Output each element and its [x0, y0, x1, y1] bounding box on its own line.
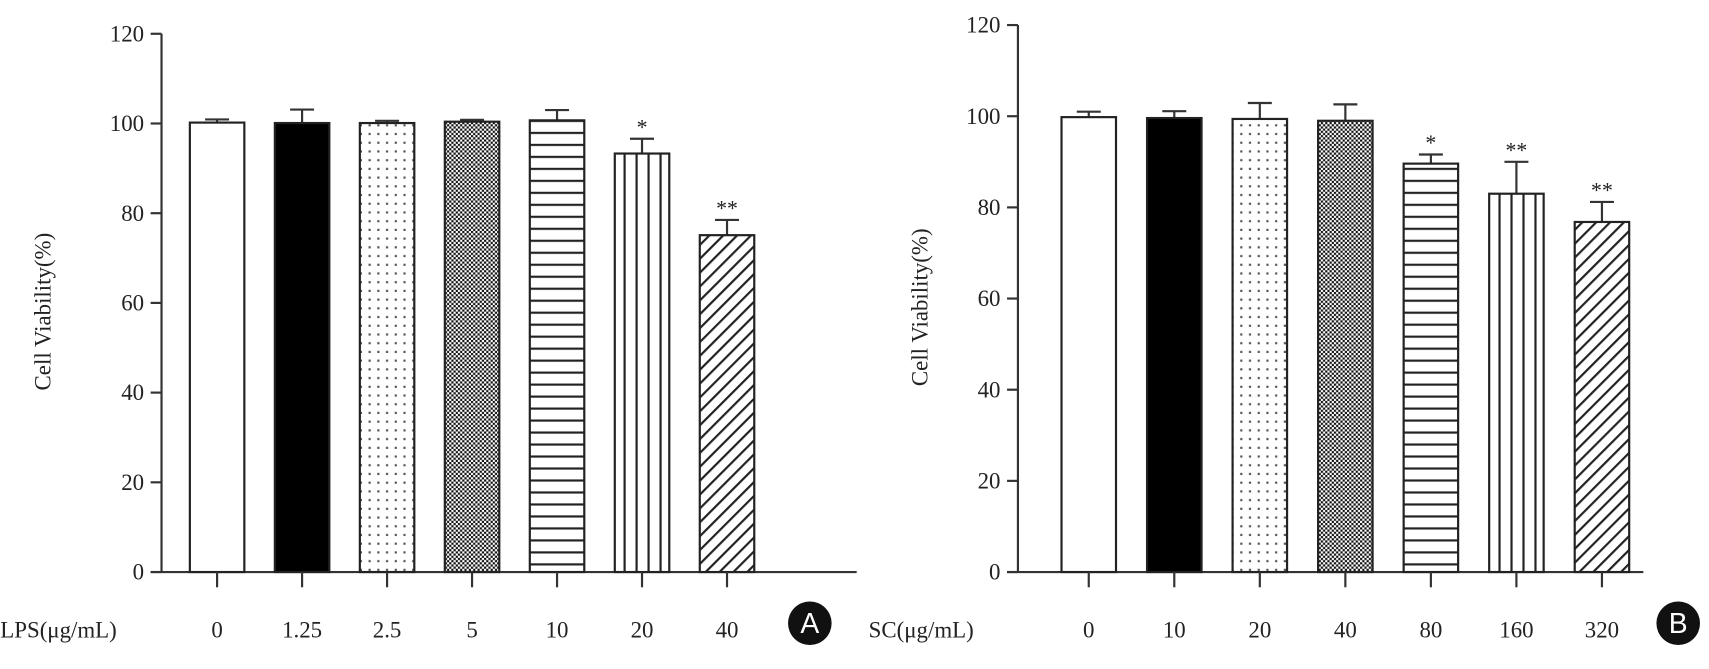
bar	[443, 120, 501, 574]
bar	[613, 152, 671, 574]
bar	[1060, 116, 1118, 574]
y-tick-label: 40	[121, 380, 144, 405]
x-tick-label: 10	[546, 617, 569, 642]
bar	[528, 119, 586, 574]
x-tick-label: 20	[1248, 617, 1271, 642]
bar	[358, 121, 416, 574]
y-tick-label: 120	[966, 13, 1000, 38]
panel-badge-label: A	[800, 608, 819, 640]
bar	[1231, 117, 1289, 574]
bar	[1402, 162, 1460, 574]
x-tick-label: 5	[466, 617, 477, 642]
y-tick-label: 60	[978, 286, 1001, 311]
bar	[273, 121, 331, 574]
x-tick-label: 0	[1083, 617, 1094, 642]
significance-marker: **	[716, 197, 738, 221]
x-tick-label: 20	[631, 617, 654, 642]
panel-badge	[788, 601, 832, 646]
y-tick-label: 60	[121, 291, 144, 316]
y-axis-label: Cell Viability(%)	[908, 228, 933, 386]
x-tick-label: 320	[1585, 617, 1619, 642]
y-tick-label: 40	[978, 377, 1001, 402]
bar	[1317, 119, 1374, 574]
significance-marker: *	[1425, 131, 1436, 155]
y-tick-label: 20	[121, 470, 144, 495]
x-tick-label: 80	[1419, 617, 1442, 642]
x-tick-label: 10	[1163, 617, 1186, 642]
x-tick-label: 40	[1334, 617, 1357, 642]
bar	[188, 121, 246, 574]
significance-marker: **	[1506, 138, 1528, 162]
bar	[1573, 220, 1631, 574]
y-tick-label: 100	[110, 111, 144, 136]
y-axis-label: Cell Viability(%)	[30, 233, 55, 391]
y-tick-label: 80	[121, 201, 144, 226]
significance-marker: *	[637, 115, 648, 139]
y-tick-label: 120	[110, 21, 144, 46]
x-tick-label: 1.25	[282, 617, 322, 642]
bar	[1488, 192, 1545, 574]
panel-badge	[1656, 601, 1701, 646]
x-tick-label: 160	[1499, 617, 1533, 642]
x-axis-label: SC(μg/mL)	[869, 617, 974, 642]
panel-b: 0 20 40 60 80 100 120 Cell Viability(%) 0 10 20 40 *…	[869, 13, 1701, 646]
y-tick-label: 0	[989, 560, 1000, 585]
panel-badge-label: B	[1669, 608, 1688, 640]
y-tick-label: 80	[978, 195, 1001, 220]
bar	[1145, 116, 1203, 574]
x-tick-label: 40	[716, 617, 739, 642]
x-tick-label: 2.5	[373, 617, 402, 642]
x-axis-label: LPS(μg/mL)	[0, 617, 116, 642]
x-tick-label: 0	[211, 617, 222, 642]
y-tick-label: 20	[978, 468, 1001, 493]
panel-a: 0 20 40 60 80 100 120 Cell Viability(%) 0 1.25 2.5…	[0, 21, 857, 646]
significance-marker: **	[1591, 179, 1613, 203]
bar	[698, 234, 756, 574]
y-tick-label: 100	[966, 104, 1000, 129]
y-tick-label: 0	[133, 560, 144, 585]
